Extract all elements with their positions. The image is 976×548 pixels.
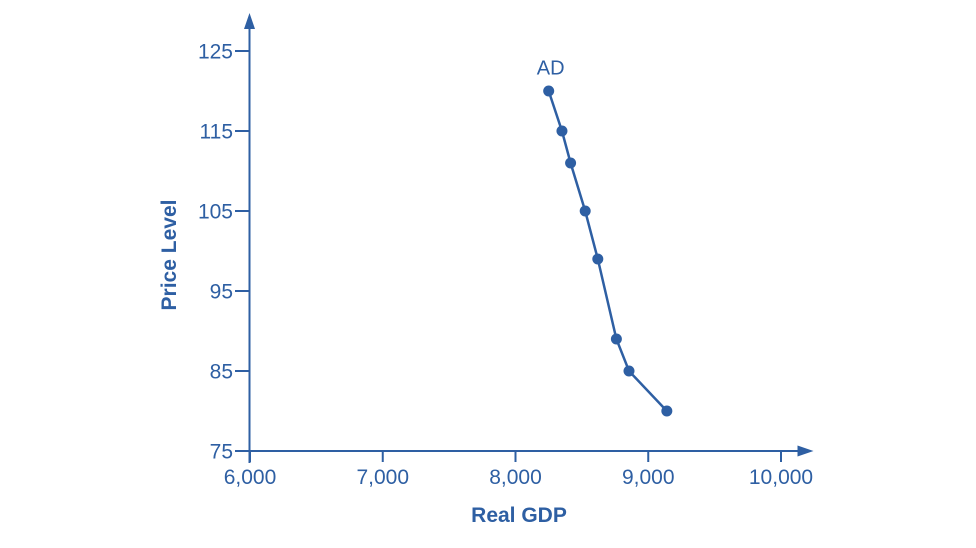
x-tick-label: 7,000	[356, 466, 409, 489]
y-tick-label: 85	[210, 361, 233, 384]
ad-curve-label: AD	[536, 57, 565, 80]
y-tick-label: 115	[200, 121, 233, 144]
y-tick-label: 105	[198, 201, 233, 224]
x-tick-label: 9,000	[622, 466, 675, 489]
ad-data-point	[556, 125, 568, 137]
ad-data-point	[610, 333, 622, 345]
ad-data-point	[623, 365, 635, 377]
ad-data-point	[592, 253, 604, 265]
y-axis-arrow-icon	[244, 13, 255, 29]
x-tick-label: 10,000	[749, 466, 813, 489]
ad-curve-line	[547, 90, 668, 412]
x-axis-arrow-icon	[797, 445, 814, 457]
x-axis-title: Real GDP	[471, 504, 567, 527]
y-tick-label: 125	[198, 41, 233, 64]
y-tick-label: 75	[210, 441, 233, 464]
x-tick-label: 6,000	[224, 466, 277, 489]
y-tick-label: 95	[210, 281, 233, 304]
ad-data-point	[565, 157, 577, 169]
ad-data-point	[661, 405, 673, 417]
ad-data-point	[543, 85, 555, 97]
y-axis-title: Price Level	[158, 199, 181, 311]
ad-data-point	[579, 205, 591, 217]
x-tick-label: 8,000	[489, 466, 542, 489]
